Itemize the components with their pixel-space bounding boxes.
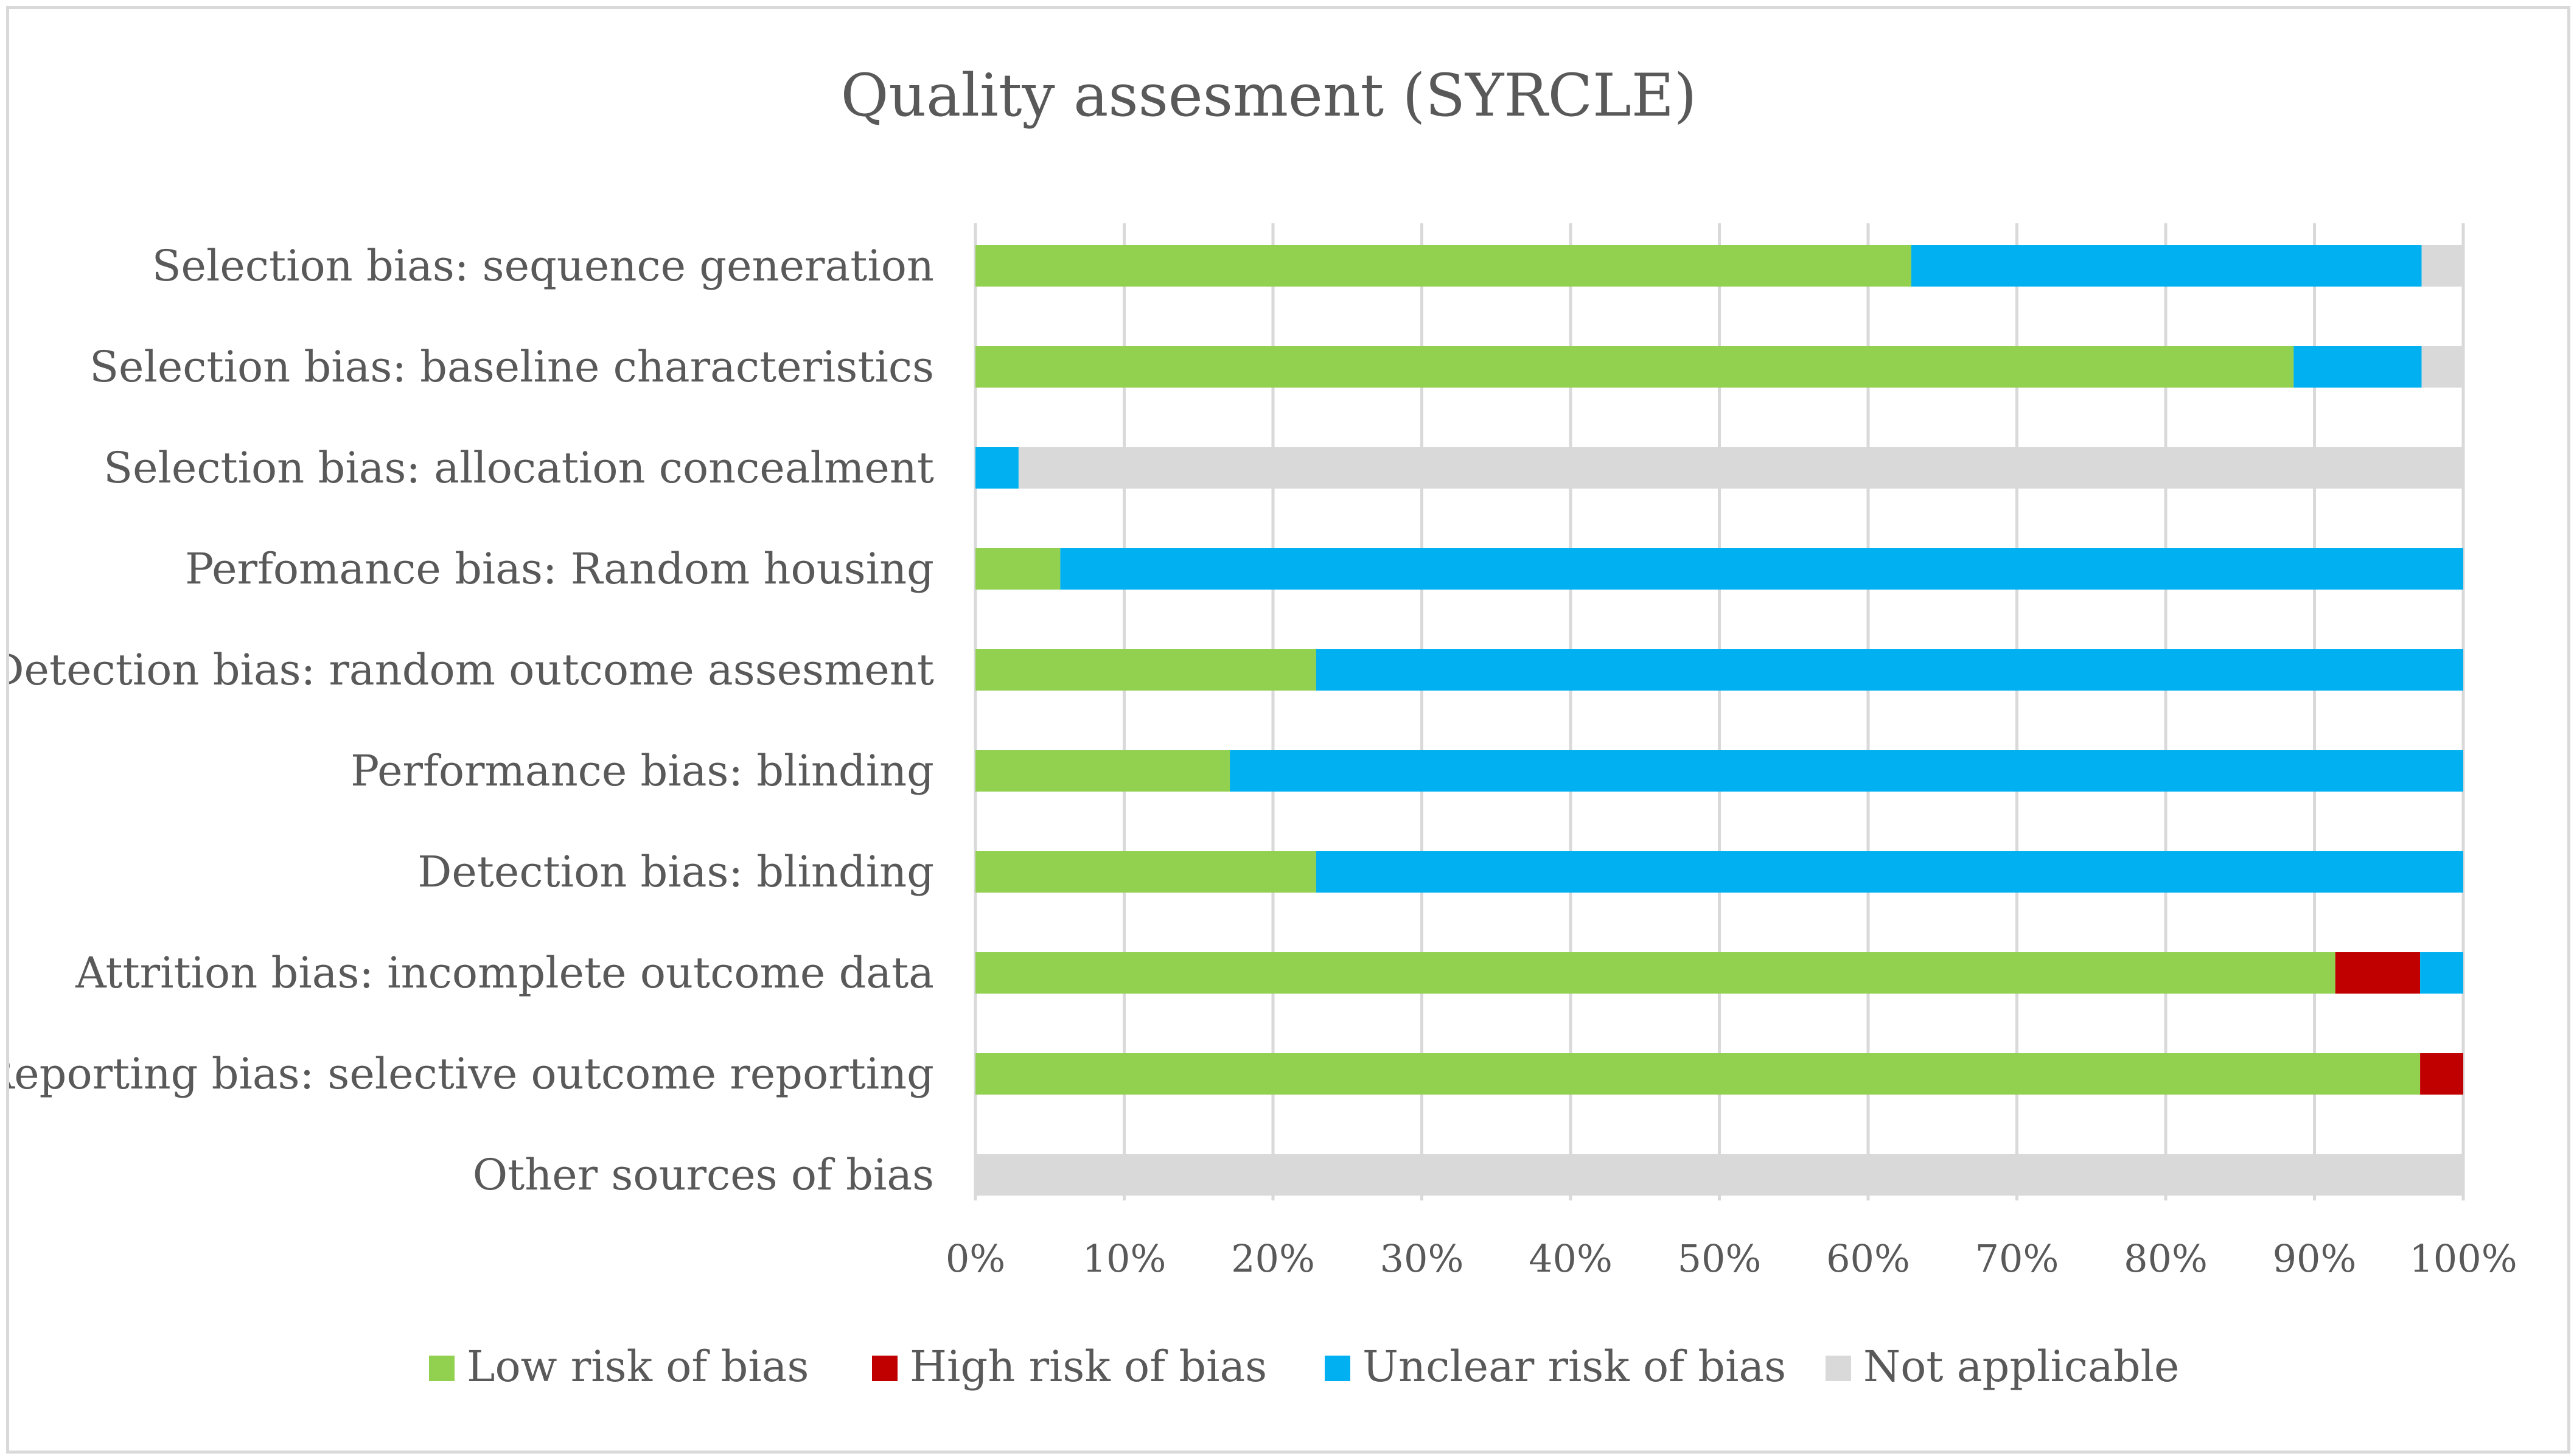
- bar-segment-unclear-risk-of-bias: [1230, 750, 2463, 792]
- legend-label-not-applicable: Not applicable: [1863, 1342, 2179, 1392]
- x-tick-label: 60%: [1826, 1236, 1910, 1281]
- bar-segment-not-applicable: [2421, 245, 2463, 287]
- legend-swatch-low-risk-of-bias: [429, 1356, 455, 1381]
- x-tick-label: 50%: [1678, 1236, 1762, 1281]
- chart-svg: Quality assesment (SYRCLE) Selection bia…: [0, 61, 2517, 1392]
- bar-segment-unclear-risk-of-bias: [1316, 851, 2463, 893]
- chart-title: Quality assesment (SYRCLE): [841, 61, 1697, 130]
- bar-layer: [975, 245, 2463, 1196]
- chart-frame: Quality assesment (SYRCLE) Selection bia…: [0, 6, 2570, 1454]
- bar-segment-high-risk-of-bias: [2420, 1053, 2463, 1095]
- x-tick-label: 30%: [1380, 1236, 1464, 1281]
- bar-segment-low-risk-of-bias: [975, 750, 1230, 792]
- category-label: Detection bias: blinding: [417, 847, 934, 897]
- legend-label-high-risk-of-bias: High risk of bias: [910, 1342, 1267, 1392]
- category-label: Selection bias: baseline characteristics: [89, 342, 934, 392]
- bar-segment-unclear-risk-of-bias: [2293, 346, 2422, 388]
- bar-segment-low-risk-of-bias: [975, 851, 1316, 893]
- bar-segment-unclear-risk-of-bias: [1060, 548, 2463, 590]
- x-tick-label: 0%: [946, 1236, 1005, 1281]
- category-label: Perfomance bias: Random housing: [185, 544, 934, 594]
- x-tick-label: 20%: [1231, 1236, 1315, 1281]
- legend-label-low-risk-of-bias: Low risk of bias: [467, 1342, 809, 1392]
- legend-swatch-unclear-risk-of-bias: [1325, 1356, 1350, 1381]
- bar-segment-low-risk-of-bias: [975, 245, 1911, 287]
- x-tick-label: 100%: [2409, 1236, 2517, 1281]
- legend-swatch-not-applicable: [1826, 1356, 1851, 1381]
- category-label: Performance bias: blinding: [351, 746, 934, 796]
- category-labels: Selection bias: sequence generation Selec…: [0, 241, 934, 1200]
- category-label: Other sources of bias: [473, 1150, 934, 1200]
- legend-label-unclear-risk-of-bias: Unclear risk of bias: [1362, 1342, 1786, 1392]
- bar-segment-low-risk-of-bias: [975, 1053, 2421, 1095]
- bar-segment-low-risk-of-bias: [975, 952, 2335, 994]
- bar-segment-not-applicable: [975, 1154, 2463, 1196]
- bar-segment-low-risk-of-bias: [975, 346, 2294, 388]
- bar-segment-low-risk-of-bias: [975, 548, 1061, 590]
- legend: Low risk of bias High risk of bias Unclear…: [429, 1342, 2179, 1392]
- bar-segment-high-risk-of-bias: [2335, 952, 2421, 994]
- x-tick-labels: 0% 10% 20% 30% 40% 50% 60% 70% 80% 90% 100%: [946, 1236, 2517, 1281]
- bar-segment-unclear-risk-of-bias: [975, 447, 1019, 489]
- bar-segment-not-applicable: [2421, 346, 2463, 388]
- x-tick-label: 80%: [2124, 1236, 2208, 1281]
- category-label: Attrition bias: incomplete outcome data: [75, 948, 934, 998]
- bar-segment-not-applicable: [1018, 447, 2463, 489]
- category-label: Selection bias: sequence generation: [152, 241, 934, 291]
- bar-segment-unclear-risk-of-bias: [1316, 649, 2463, 691]
- bar-segment-low-risk-of-bias: [975, 649, 1316, 691]
- bar-segment-unclear-risk-of-bias: [2420, 952, 2463, 994]
- legend-swatch-high-risk-of-bias: [872, 1356, 898, 1381]
- category-label: Selection bias: allocation concealment: [103, 443, 934, 493]
- bar-segment-unclear-risk-of-bias: [1911, 245, 2422, 287]
- category-label: Reporting bias: selective outcome report…: [9, 1049, 934, 1099]
- x-tick-label: 90%: [2273, 1236, 2357, 1281]
- category-label: Detection bias: random outcome assesment: [9, 645, 934, 695]
- x-tick-label: 40%: [1529, 1236, 1613, 1281]
- x-tick-label: 10%: [1083, 1236, 1167, 1281]
- x-tick-label: 70%: [1975, 1236, 2059, 1281]
